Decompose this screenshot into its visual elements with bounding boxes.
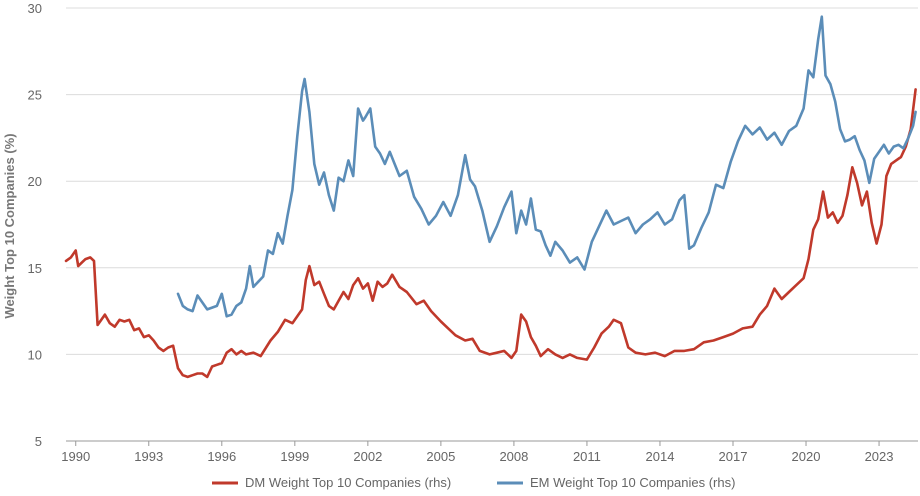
x-tick-label: 2023 — [865, 449, 894, 464]
y-tick-label: 5 — [35, 434, 42, 449]
y-tick-label: 10 — [28, 347, 42, 362]
x-tick-label: 1996 — [207, 449, 236, 464]
y-tick-label: 30 — [28, 1, 42, 16]
x-tick-label: 1990 — [61, 449, 90, 464]
legend-label: DM Weight Top 10 Companies (rhs) — [245, 475, 451, 490]
x-tick-label: 2008 — [499, 449, 528, 464]
gridlines — [66, 7, 918, 355]
x-tick-label: 2011 — [573, 449, 601, 464]
x-tick-label: 2017 — [719, 449, 748, 464]
x-tick-label: 2002 — [353, 449, 382, 464]
dm-series-line — [64, 88, 917, 379]
y-axis: 5 10 15 20 25 30 — [28, 1, 42, 449]
x-tick-label: 1993 — [134, 449, 163, 464]
legend-label: EM Weight Top 10 Companies (rhs) — [530, 475, 735, 490]
x-axis: 1990 1993 1996 1999 2002 2005 2008 2011 2014 2017… — [61, 440, 918, 464]
y-tick-label: 20 — [28, 174, 42, 189]
legend: DM Weight Top 10 Companies (rhs) EM Weigh… — [212, 475, 735, 490]
x-tick-label: 2020 — [792, 449, 821, 464]
y-tick-label: 15 — [28, 261, 42, 276]
series-lines — [64, 15, 917, 379]
x-tick-label: 2014 — [646, 449, 675, 464]
y-tick-label: 25 — [28, 88, 42, 103]
x-tick-label: 2005 — [426, 449, 455, 464]
x-tick-label: 1999 — [280, 449, 309, 464]
y-axis-title: Weight Top 10 Companies (%) — [2, 133, 17, 318]
em-series-line — [176, 15, 917, 318]
